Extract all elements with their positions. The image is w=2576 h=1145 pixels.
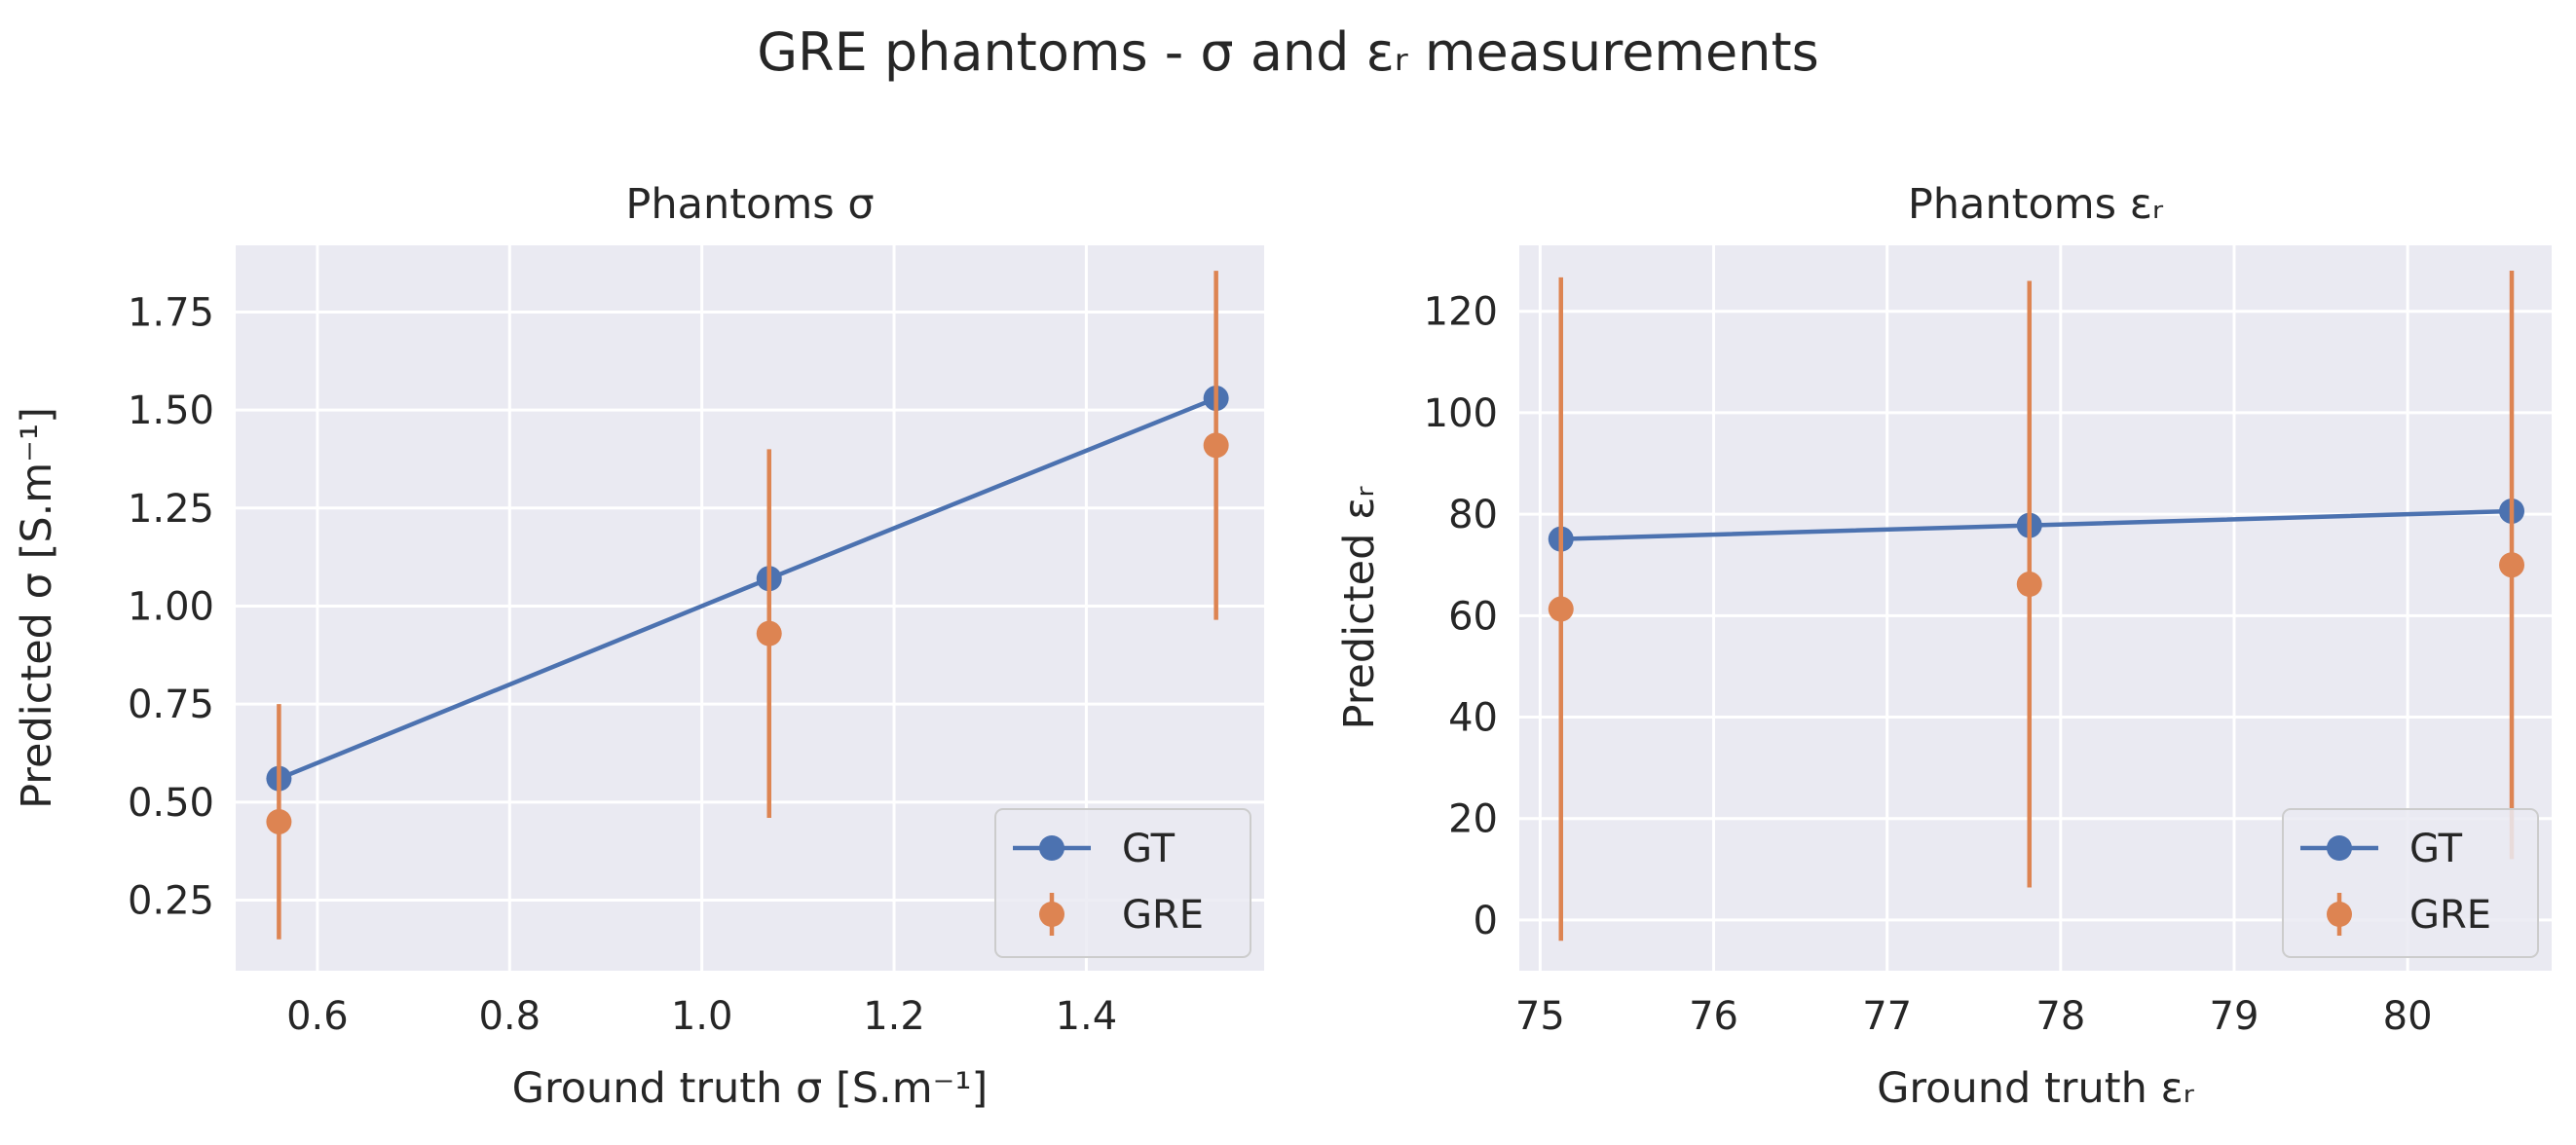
y-tick-label: 1.25 (128, 487, 214, 532)
figure-title: GRE phantoms - σ and εᵣ measurements (757, 21, 1819, 83)
legend-marker-gre (1039, 902, 1064, 927)
legend-label-gre: GRE (2409, 893, 2491, 938)
y-tick-label: 20 (1448, 797, 1498, 842)
y-tick-label: 0.75 (128, 683, 214, 727)
y-axis-label: Predicted εᵣ (1335, 486, 1384, 730)
gre-point (1203, 432, 1229, 459)
legend-marker-gre (2327, 902, 2352, 927)
legend: GT GRE (994, 808, 1251, 958)
x-axis-label: Ground truth εᵣ (1877, 1064, 2195, 1113)
x-tick-label: 0.6 (286, 994, 349, 1039)
y-tick-label: 1.75 (128, 290, 214, 335)
x-tick-label: 78 (2035, 994, 2085, 1039)
x-tick-label: 77 (1862, 994, 1912, 1039)
y-axis-label: Predicted σ [S.m⁻¹] (13, 407, 61, 809)
x-tick-label: 75 (1515, 994, 1565, 1039)
y-tick-label: 40 (1448, 696, 1498, 741)
x-tick-label: 1.4 (1056, 994, 1118, 1039)
legend-marker-gt (2327, 835, 2352, 861)
x-tick-label: 79 (2210, 994, 2259, 1039)
legend-label-gt: GT (2409, 827, 2463, 871)
y-tick-label: 0 (1474, 899, 1498, 943)
x-tick-label: 80 (2383, 994, 2433, 1039)
legend-marker-gt (1039, 835, 1064, 861)
gre-point (1548, 596, 1574, 622)
chart-title: Phantoms εᵣ (1908, 180, 2164, 229)
y-tick-label: 1.50 (128, 388, 214, 433)
y-tick-label: 60 (1448, 594, 1498, 639)
data-layer (1548, 271, 2525, 942)
y-tick-label: 100 (1424, 391, 1498, 436)
gre-point (266, 808, 292, 834)
chart-title: Phantoms σ (625, 180, 874, 229)
gre-point (756, 620, 782, 646)
gre-point (2499, 552, 2525, 578)
y-tick-label: 1.00 (128, 584, 214, 629)
x-tick-label: 1.0 (671, 994, 733, 1039)
legend-label-gt: GT (1122, 827, 1176, 871)
data-layer (266, 271, 1229, 940)
y-tick-label: 0.25 (128, 879, 214, 924)
x-tick-label: 76 (1689, 994, 1738, 1039)
legend: GT GRE (2282, 808, 2539, 958)
x-tick-label: 1.2 (863, 994, 925, 1039)
y-tick-label: 0.50 (128, 781, 214, 826)
x-tick-label: 0.8 (478, 994, 541, 1039)
y-tick-label: 120 (1424, 290, 1498, 335)
chart-panel-sigma: 0.6 0.8 1.0 1.2 1.4 0.25 0.50 0.75 1.00 1.25 1.50 1… (13, 180, 1264, 1113)
x-axis-label: Ground truth σ [S.m⁻¹] (512, 1064, 989, 1113)
y-tick-label: 80 (1448, 493, 1498, 537)
chart-panel-epsilon: 75 76 77 78 79 80 0 20 40 60 80 100 120 Phantoms εᵣ Gr… (1335, 180, 2552, 1113)
gre-point (2016, 572, 2042, 598)
legend-label-gre: GRE (1122, 893, 1204, 938)
